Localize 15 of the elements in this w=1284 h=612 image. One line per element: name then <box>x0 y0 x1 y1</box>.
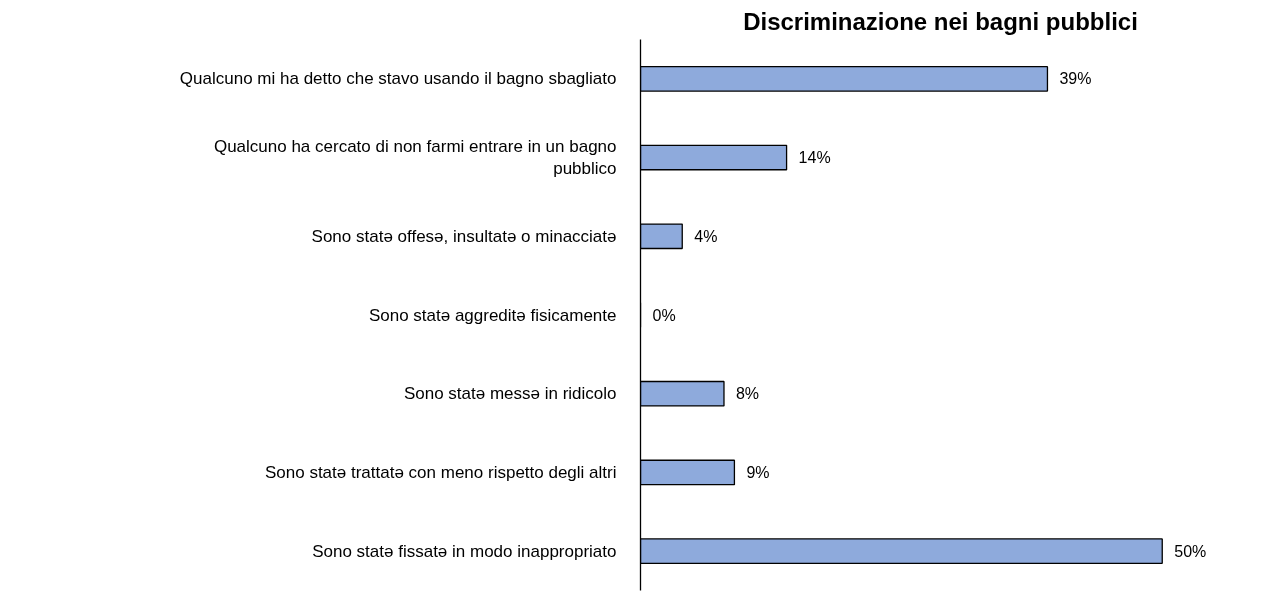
data-label: 9% <box>746 463 770 481</box>
y-tick-label: Sono statə messə in ridicolo <box>403 384 617 404</box>
y-tick-label: Qualcuno ha cercato di non farmi entrare in un bagno pubblico <box>213 136 617 179</box>
chart-title: Discriminazione nei bagni pubblici <box>743 7 1138 35</box>
y-tick-label: Sono statə trattatə con meno rispetto degli altri <box>264 462 617 482</box>
data-label: 39% <box>1059 70 1092 88</box>
data-label: 50% <box>1174 542 1207 560</box>
data-label: 14% <box>798 149 831 167</box>
data-label: 0% <box>652 306 676 324</box>
y-tick-label: Sono statə aggreditə fisicamente <box>368 305 617 325</box>
y-tick-label: Sono statə fissatə in modo inappropriato <box>312 541 617 561</box>
data-label: 4% <box>694 227 718 245</box>
y-tick-label: Qualcuno mi ha detto che stavo usando il bagno sbagliato <box>179 69 617 89</box>
data-label: 8% <box>735 385 760 403</box>
y-tick-label: Sono statə offesə, insultatə o minacciatə <box>311 226 617 246</box>
